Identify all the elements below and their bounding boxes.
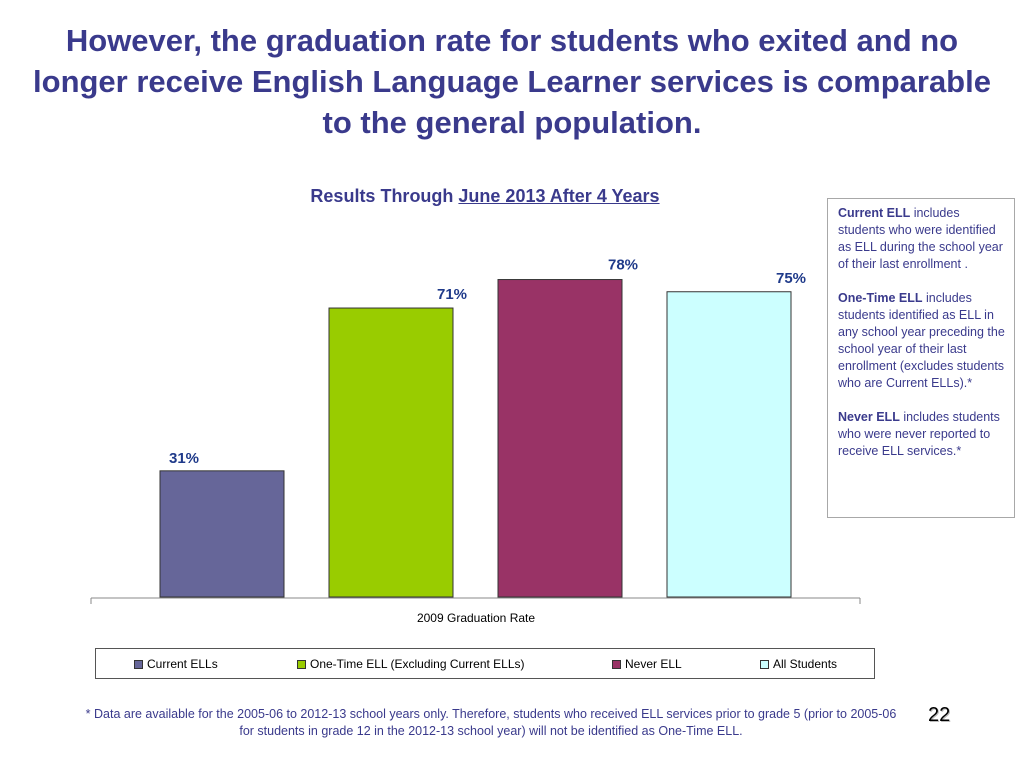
bar-one-time-ell-excluding-current-ells — [328, 307, 454, 598]
chart-subtitle: Results Through June 2013 After 4 Years — [200, 186, 770, 207]
legend-swatch — [612, 659, 621, 669]
bar-chart: 2009 Graduation Rate 31% 71% 78% 75% — [90, 257, 861, 625]
legend-swatch — [760, 659, 769, 669]
legend-swatch — [134, 659, 143, 669]
bar-value-label: 75% — [776, 270, 806, 287]
legend-item-one-time-ell: One-Time ELL (Excluding Current ELLs) — [297, 657, 525, 671]
bar-never-ell — [497, 279, 623, 598]
legend-label: One-Time ELL (Excluding Current ELLs) — [310, 657, 525, 671]
subtitle-prefix: Results Through — [310, 186, 459, 206]
bar-current-ells — [159, 470, 285, 598]
definition-text: includes students identified as ELL in a… — [838, 291, 1005, 390]
legend-item-current-ells: Current ELLs — [134, 657, 218, 671]
definition-never-ell: Never ELL includes students who were nev… — [838, 409, 1006, 460]
definition-text: includes students who were identified as… — [838, 206, 1003, 271]
definitions-box: Current ELL includes students who were i… — [827, 198, 1015, 518]
definition-term: One-Time ELL — [838, 291, 923, 305]
legend-label: Current ELLs — [147, 657, 218, 671]
bar-value-label: 31% — [169, 450, 199, 467]
x-category-label: 2009 Graduation Rate — [417, 611, 535, 625]
definition-term: Current ELL — [838, 206, 911, 220]
legend-swatch — [297, 659, 306, 669]
definition-one-time-ell: One-Time ELL includes students identifie… — [838, 290, 1006, 392]
subtitle-underlined: June 2013 After 4 Years — [458, 186, 660, 206]
legend-item-never-ell: Never ELL — [612, 657, 682, 671]
bar-value-label: 78% — [608, 257, 638, 274]
bar-all-students — [666, 291, 792, 598]
slide-title: However, the graduation rate for student… — [33, 23, 991, 140]
footnote: * Data are available for the 2005-06 to … — [85, 707, 897, 738]
definition-text: includes students who were never reporte… — [838, 410, 1000, 458]
bar-value-label: 71% — [437, 286, 467, 303]
legend-label: Never ELL — [625, 657, 682, 671]
definition-term: Never ELL — [838, 410, 900, 424]
chart-legend: Current ELLs One-Time ELL (Excluding Cur… — [95, 648, 875, 679]
definition-current-ell: Current ELL includes students who were i… — [838, 205, 1006, 273]
legend-item-all-students: All Students — [760, 657, 837, 671]
legend-label: All Students — [773, 657, 838, 671]
page-number: 22 — [928, 704, 951, 726]
